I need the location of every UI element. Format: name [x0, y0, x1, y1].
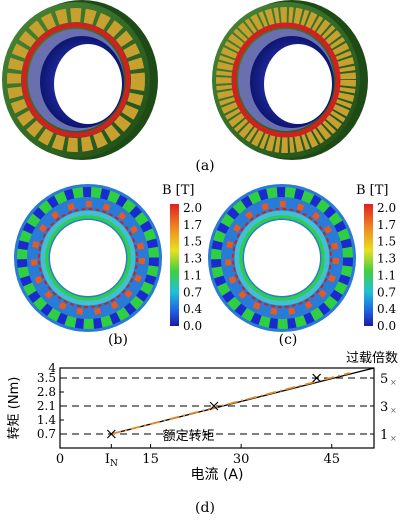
colorbar-right-tick: 0.4 — [377, 302, 396, 316]
colorbar-left-tick: 2.0 — [183, 201, 202, 215]
y2-tick-suffix: × — [390, 434, 397, 443]
x-tick-label: 45 — [323, 452, 340, 467]
colorbar-right-tick: 0.0 — [377, 319, 396, 333]
y2-axis-label: 过载倍数 — [346, 351, 398, 366]
colorbar-left-tick: 1.1 — [183, 268, 202, 282]
x-tick-label: IN — [105, 452, 118, 469]
colorbar-left-tick: 1.7 — [183, 218, 202, 232]
y-tick-label: 2.8 — [37, 385, 56, 399]
series-line-2 — [111, 372, 351, 435]
motor-3d-left — [2, 0, 158, 160]
y-axis-label: 转矩 (Nm) — [7, 377, 22, 440]
colorbar-left-tick: 1.5 — [183, 235, 202, 249]
colorbar-left-bar — [170, 204, 179, 326]
y-tick-label: 2.1 — [37, 399, 56, 413]
x-tick-label: 0 — [56, 452, 64, 467]
colorbar-left-tick: 1.3 — [183, 252, 202, 266]
x-tick-label: 30 — [233, 452, 250, 467]
colorbar-right-title: B [T] — [356, 183, 389, 198]
flux-map-c — [208, 184, 356, 332]
data-marker — [312, 373, 322, 383]
data-marker — [209, 401, 219, 411]
data-marker — [106, 429, 116, 439]
colorbar-right-tick: 1.3 — [377, 252, 396, 266]
panel-label-d: (d) — [195, 500, 215, 516]
flux-map-b — [14, 184, 162, 332]
torque-chart: 0.71.42.12.83.540 IN 15 30 451 ×3 ×5 ×电流 (A)转矩 … — [7, 351, 398, 483]
plot-frame — [59, 367, 375, 449]
colorbar-right-tick: 2.0 — [377, 201, 396, 215]
rated-torque-annotation: 额定转矩 — [163, 429, 215, 444]
motor-3d-right — [212, 0, 368, 160]
colorbar-right-tick: 1.7 — [377, 218, 396, 232]
panel-label-a: (a) — [195, 158, 214, 174]
colorbar-left-title: B [T] — [162, 183, 195, 198]
y2-tick-label: 5 — [380, 372, 388, 387]
colorbar-right: B [T] 2.0 1.7 1.5 1.3 1.1 0.7 0.4 0.0 — [356, 183, 396, 333]
panel-label-b: (b) — [108, 332, 128, 348]
y-tick-label: 3.5 — [37, 371, 56, 385]
y-tick-label: 0.7 — [37, 427, 56, 441]
y2-tick-suffix: × — [390, 378, 397, 387]
y2-tick-suffix: × — [390, 406, 397, 415]
colorbar-left: B [T] 2.0 1.7 1.5 1.3 1.1 0.7 0.4 0.0 — [162, 183, 202, 333]
colorbar-left-tick: 0.4 — [183, 302, 202, 316]
x-axis-label: 电流 (A) — [191, 467, 244, 483]
y-tick-label: 1.4 — [37, 413, 56, 427]
y2-tick-label: 1 — [380, 428, 388, 443]
y-tick-label: 4 — [48, 361, 56, 375]
x-tick-label: 15 — [142, 452, 159, 467]
colorbar-left-tick: 0.7 — [183, 285, 202, 299]
colorbar-right-tick: 1.5 — [377, 235, 396, 249]
colorbar-right-tick: 1.1 — [377, 268, 396, 282]
colorbar-left-tick: 0.0 — [183, 319, 202, 333]
panel-label-c: (c) — [279, 332, 298, 348]
colorbar-right-tick: 0.7 — [377, 285, 396, 299]
y2-tick-label: 3 — [380, 400, 388, 415]
colorbar-right-bar — [364, 204, 373, 326]
